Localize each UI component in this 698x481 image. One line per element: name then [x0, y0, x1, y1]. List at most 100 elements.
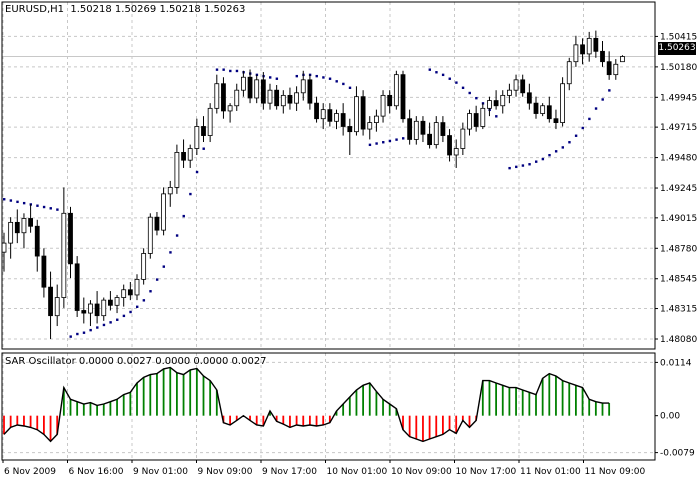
sar-dot [122, 314, 126, 318]
candle-body [14, 221, 20, 234]
price-axis-label: 1.50415 [660, 32, 697, 42]
candle-body [28, 218, 34, 227]
candle-body [340, 113, 346, 127]
sar-dot [109, 321, 112, 324]
sar-dot [348, 86, 352, 90]
sar-dot [295, 74, 298, 78]
candle-body [41, 255, 47, 288]
candle-body [74, 263, 80, 311]
price-axis-label: 1.49945 [660, 93, 697, 103]
candlestick-series[interactable] [1, 30, 625, 339]
candle-body [586, 37, 592, 55]
candle-body [440, 122, 446, 136]
candle-body [267, 89, 273, 104]
price-axis-label: 1.49715 [660, 123, 697, 133]
candle-body [174, 151, 180, 188]
sar-dot [142, 299, 146, 302]
sar-dot [508, 166, 511, 170]
price-axis-label: 1.48545 [660, 275, 697, 285]
sar-dot [428, 68, 431, 71]
candle-body [407, 118, 413, 140]
time-axis-label: 6 Nov 16:00 [69, 467, 124, 477]
indicator-axis-label: -0.0079 [660, 449, 695, 459]
sar-dot [22, 201, 26, 205]
chart-grid [2, 2, 655, 460]
sar-dot [129, 310, 132, 314]
sar-dot [175, 234, 179, 237]
sar-dot [16, 200, 19, 204]
candle-body [560, 83, 565, 123]
candle-body [573, 44, 579, 63]
candle-body [68, 212, 73, 265]
sar-dot [375, 142, 378, 145]
sar-dot [455, 81, 458, 84]
sar-dot [315, 74, 318, 78]
candle-body [533, 102, 539, 114]
price-axis-label: 1.48080 [660, 335, 697, 345]
candle-body [1, 242, 7, 253]
price-panel-border [1, 1, 656, 350]
sar-dot [229, 69, 232, 73]
sar-oscillator-histogram[interactable] [3, 366, 611, 443]
candle-body [88, 303, 93, 314]
candle-body [81, 310, 87, 314]
time-axis-label: 9 Nov 17:00 [262, 467, 317, 477]
price-axis-label: 1.49245 [660, 184, 697, 194]
sar-dot [568, 141, 571, 144]
candle-body [247, 76, 253, 99]
candle-body [8, 221, 14, 244]
candle-body [260, 79, 266, 104]
candle-body [300, 79, 306, 94]
candle-body [460, 128, 466, 149]
candle-body [234, 89, 240, 107]
sar-dot [49, 207, 52, 210]
sar-dot [76, 332, 79, 336]
candle-body [526, 92, 532, 104]
candle-body [606, 61, 612, 76]
time-axis-label: 10 Nov 09:00 [391, 467, 452, 477]
sar-dot [202, 147, 205, 150]
sar-dot [335, 80, 338, 83]
time-axis-label: 11 Nov 01:00 [520, 467, 581, 477]
sar-dot [535, 160, 538, 163]
candle-body [187, 148, 193, 161]
candle-body [447, 135, 452, 156]
time-axis-label: 9 Nov 01:00 [133, 467, 188, 477]
candle-body [393, 74, 399, 107]
sar-dot [521, 164, 525, 167]
oscillator-line [3, 366, 610, 443]
sar-dot [102, 323, 106, 327]
candle-body [467, 113, 472, 130]
candle-body [161, 193, 167, 231]
candle-body [294, 92, 300, 104]
sar-dot [269, 76, 272, 79]
sar-dot [189, 192, 192, 196]
candle-body [227, 105, 233, 112]
ohlc-readout: 1.50218 1.50269 1.50218 1.50263 [70, 4, 246, 15]
symbol-label: EURUSD,H1 [5, 4, 65, 15]
price-axis-label: 1.49480 [660, 154, 697, 164]
candle-body [21, 218, 27, 234]
candle-body [201, 126, 206, 136]
sar-dot [574, 134, 578, 137]
candle-body [506, 89, 512, 96]
sar-dot [342, 82, 345, 86]
candle-body [620, 56, 625, 63]
sar-dot [328, 77, 332, 80]
candle-body [327, 109, 333, 122]
sar-dot [468, 91, 471, 95]
candle-body [314, 102, 319, 120]
indicator-title: SAR Oscillator 0.0000 0.0027 0.0000 0.00… [5, 356, 267, 367]
sar-dot [182, 214, 185, 218]
sar-dot [82, 331, 86, 334]
candle-body [181, 151, 186, 161]
candle-body [473, 113, 479, 127]
candle-body [387, 94, 393, 107]
sar-dot [235, 69, 239, 73]
time-axis-label: 6 Nov 2009 [4, 467, 56, 477]
axis-labels: 6 Nov 2009 6 Nov 16:00 9 Nov 01:00 9 Nov 09… [2, 32, 697, 477]
candle-body [240, 76, 246, 91]
sar-dot [89, 328, 92, 332]
